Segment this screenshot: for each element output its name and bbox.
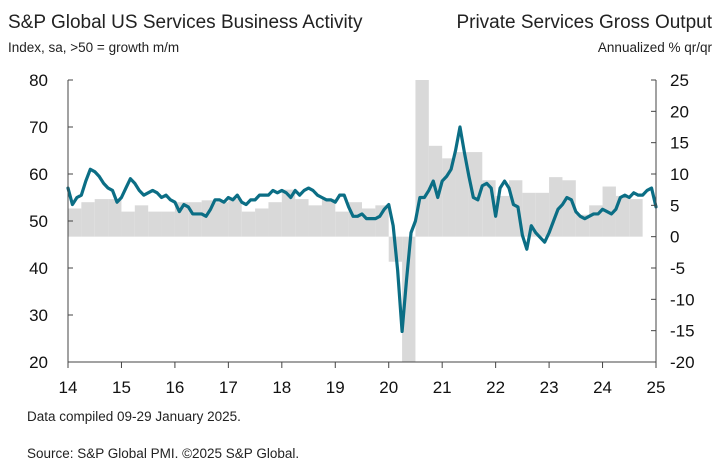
gross-output-bar bbox=[615, 195, 630, 237]
x-tick-label: 14 bbox=[59, 378, 78, 397]
bars-layer bbox=[68, 80, 656, 362]
gross-output-bar bbox=[629, 199, 643, 237]
x-tick-label: 17 bbox=[219, 378, 238, 397]
right-tick-label: 0 bbox=[670, 228, 679, 247]
right-axis-subtitle: Annualized % qr/qr bbox=[597, 40, 712, 55]
gross-output-bar bbox=[375, 205, 389, 237]
business-activity-line bbox=[66, 125, 658, 334]
gross-output-bar bbox=[121, 211, 135, 237]
gross-output-bar bbox=[134, 205, 149, 237]
x-tick-label: 24 bbox=[593, 378, 612, 397]
right-tick-label: -20 bbox=[670, 353, 695, 372]
gross-output-bar bbox=[68, 208, 82, 237]
x-tick-label: 20 bbox=[379, 378, 398, 397]
gross-output-bar bbox=[362, 208, 376, 237]
gross-output-bar bbox=[281, 189, 296, 237]
gross-output-bar bbox=[321, 199, 336, 237]
left-tick-label: 40 bbox=[29, 259, 48, 278]
left-tick-label: 30 bbox=[29, 306, 48, 325]
x-tick-label: 16 bbox=[165, 378, 184, 397]
gross-output-bar bbox=[468, 152, 483, 237]
gross-output-bar bbox=[402, 236, 416, 362]
right-tick-label: -10 bbox=[670, 290, 695, 309]
x-tick-label: 21 bbox=[433, 378, 452, 397]
left-tick-label: 50 bbox=[29, 212, 48, 231]
gross-output-bar bbox=[295, 199, 309, 237]
gross-output-bar bbox=[108, 199, 122, 237]
gross-output-bar bbox=[255, 208, 269, 237]
gross-output-bar bbox=[161, 211, 175, 237]
left-tick-label: 20 bbox=[29, 353, 48, 372]
left-tick-label: 60 bbox=[29, 165, 48, 184]
gross-output-bar bbox=[81, 202, 95, 237]
line-layer bbox=[66, 125, 658, 334]
x-tick-label: 18 bbox=[272, 378, 291, 397]
right-tick-label: 15 bbox=[670, 134, 689, 153]
data-compiled-note: Data compiled 09-29 January 2025. bbox=[27, 409, 241, 424]
right-tick-label: -5 bbox=[670, 259, 685, 278]
x-tick-label: 22 bbox=[486, 378, 505, 397]
x-tick-label: 23 bbox=[540, 378, 559, 397]
gross-output-bar bbox=[348, 202, 362, 237]
left-axis-subtitle: Index, sa, >50 = growth m/m bbox=[8, 40, 180, 55]
source-note: Source: S&P Global PMI. ©2025 S&P Global… bbox=[27, 446, 300, 461]
gross-output-bar bbox=[94, 199, 109, 237]
right-tick-label: 25 bbox=[670, 71, 689, 90]
gross-output-bar bbox=[215, 202, 229, 237]
gross-output-bar bbox=[241, 211, 256, 237]
x-tick-label: 15 bbox=[112, 378, 131, 397]
right-tick-label: 20 bbox=[670, 102, 689, 121]
gross-output-bar bbox=[535, 192, 550, 237]
x-tick-label: 19 bbox=[326, 378, 345, 397]
left-tick-label: 80 bbox=[29, 71, 48, 90]
gross-output-bar bbox=[308, 205, 322, 237]
gross-output-bar bbox=[455, 152, 469, 237]
gross-output-bar bbox=[495, 195, 509, 237]
gross-output-bar bbox=[268, 202, 282, 237]
right-tick-label: 5 bbox=[670, 196, 679, 215]
x-tick-label: 25 bbox=[647, 378, 666, 397]
gross-output-bar bbox=[228, 199, 242, 237]
left-tick-label: 70 bbox=[29, 118, 48, 137]
gross-output-bar bbox=[575, 214, 590, 237]
gross-output-bar bbox=[562, 180, 576, 237]
gross-output-bar bbox=[148, 211, 162, 237]
left-axis-title: S&P Global US Services Business Activity bbox=[8, 12, 363, 33]
right-tick-label: -15 bbox=[670, 322, 695, 341]
right-tick-label: 10 bbox=[670, 165, 689, 184]
right-axis-title: Private Services Gross Output bbox=[456, 12, 712, 33]
gross-output-bar bbox=[335, 211, 349, 237]
